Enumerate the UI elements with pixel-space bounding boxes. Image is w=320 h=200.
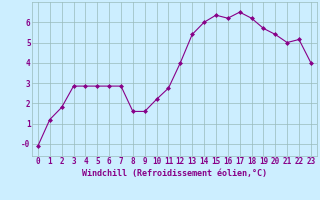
X-axis label: Windchill (Refroidissement éolien,°C): Windchill (Refroidissement éolien,°C) (82, 169, 267, 178)
